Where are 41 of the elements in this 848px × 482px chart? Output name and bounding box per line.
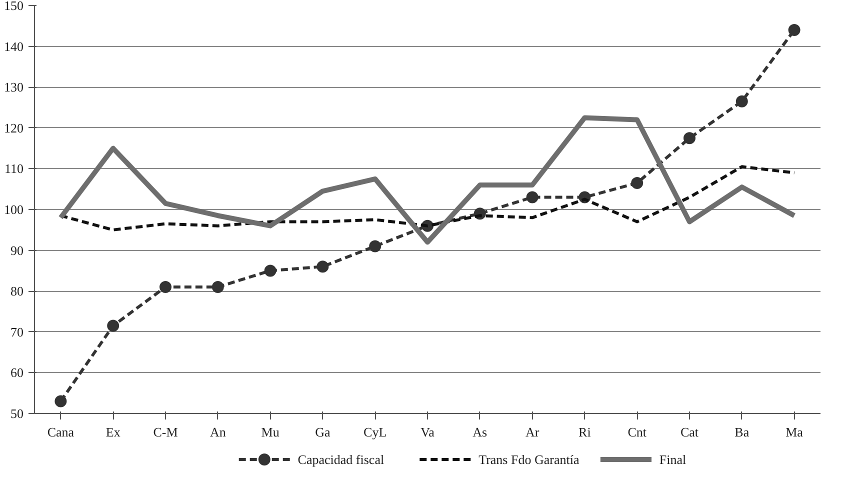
- x-tick-label: Mu: [261, 424, 280, 440]
- y-tick-label: 150: [4, 0, 24, 13]
- y-tick-label: 70: [10, 324, 24, 340]
- x-tick-label: Ar: [525, 424, 540, 440]
- point: [107, 320, 120, 332]
- x-tick-label: Cana: [47, 424, 74, 440]
- x-tick-label: Ex: [106, 424, 121, 440]
- y-tick-label: 110: [4, 161, 24, 176]
- y-tick-label: 130: [4, 80, 24, 95]
- x-tick-label: Ba: [734, 424, 750, 440]
- x-tick-label: Ma: [786, 424, 804, 440]
- x-tick-label: Cat: [680, 424, 699, 440]
- legend-label: Capacidad fiscal: [298, 452, 384, 467]
- point: [316, 260, 329, 273]
- y-tick-label: 50: [10, 406, 24, 421]
- point: [212, 281, 224, 294]
- legend-label: Final: [659, 452, 686, 467]
- point: [788, 24, 800, 36]
- y-tick-label: 120: [4, 120, 24, 136]
- point: [264, 264, 276, 277]
- point: [526, 191, 538, 204]
- x-tick-label: Va: [420, 424, 435, 440]
- y-tick-label: 60: [10, 365, 24, 380]
- x-tick-label: Ri: [578, 424, 592, 440]
- x-tick-label: As: [472, 424, 488, 440]
- point: [160, 281, 172, 294]
- y-tick-label: 90: [10, 242, 24, 258]
- point: [369, 240, 382, 252]
- y-tick-label: 100: [4, 202, 24, 217]
- x-tick-label: An: [210, 424, 226, 440]
- point: [54, 395, 67, 408]
- legend-label: Trans Fdo Garantía: [478, 452, 580, 467]
- point: [631, 176, 644, 189]
- x-tick-label: CyL: [364, 424, 387, 440]
- x-tick-label: Cnt: [628, 424, 647, 440]
- point: [684, 132, 696, 144]
- x-tick-label: Ga: [315, 424, 331, 440]
- y-tick-label: 140: [4, 38, 24, 54]
- x-tick-label: C-M: [153, 424, 178, 440]
- point: [736, 95, 748, 108]
- y-tick-label: 80: [10, 284, 24, 299]
